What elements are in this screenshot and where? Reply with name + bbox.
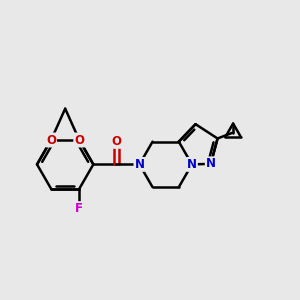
Text: O: O bbox=[74, 134, 84, 146]
Text: O: O bbox=[111, 135, 122, 148]
Text: F: F bbox=[75, 202, 83, 215]
Text: N: N bbox=[206, 157, 216, 170]
Text: N: N bbox=[134, 158, 144, 171]
Text: N: N bbox=[187, 158, 197, 171]
Text: O: O bbox=[46, 134, 56, 146]
